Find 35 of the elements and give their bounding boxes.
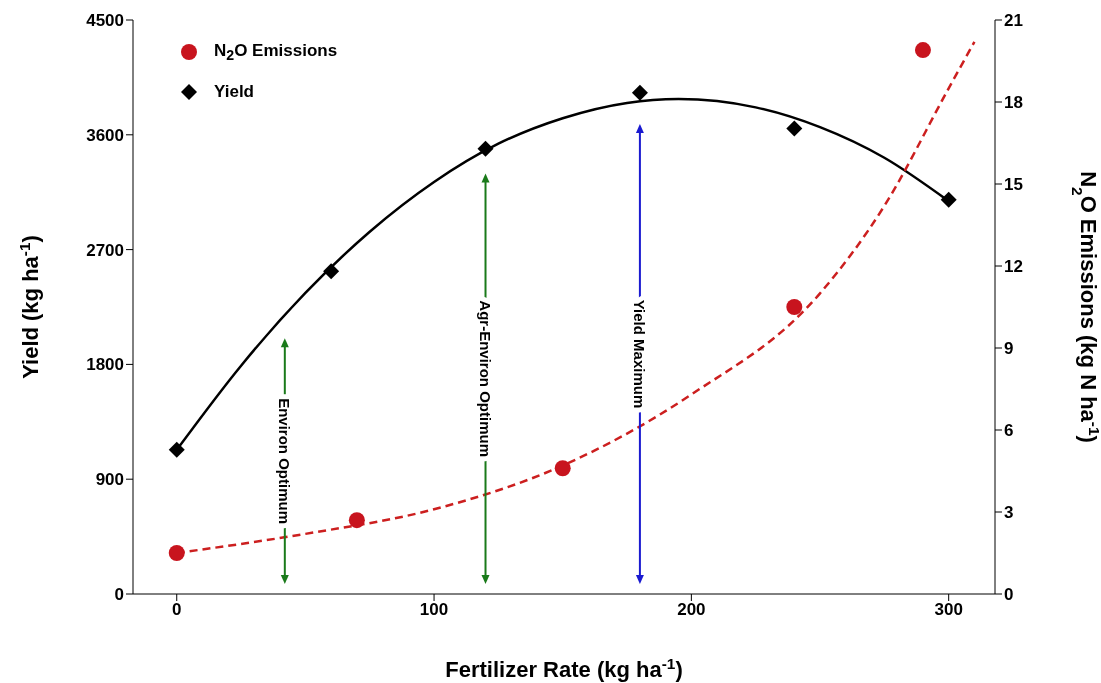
y2-tick-label: 3: [1004, 503, 1014, 523]
y-tick-label: 900: [95, 470, 124, 490]
y2-tick-label: 12: [1004, 257, 1023, 277]
point: [554, 460, 571, 477]
point: [786, 120, 803, 137]
y2-tick-label: 6: [1004, 421, 1014, 441]
point: [477, 140, 494, 157]
ref-line-label: Agr-Environ Optimum: [477, 300, 495, 458]
point: [940, 191, 957, 208]
x-tick-label: 200: [677, 600, 706, 620]
y-tick-label: 3600: [86, 125, 124, 145]
point: [348, 512, 365, 529]
y-tick-label: 0: [114, 585, 124, 605]
y2-tick-label: 21: [1004, 11, 1023, 31]
point: [168, 441, 185, 458]
y2-tick-label: 15: [1004, 175, 1023, 195]
x-tick-label: 300: [934, 600, 963, 620]
legend-label: N$_{2}$O Emissions: [214, 40, 338, 64]
x-tick-label: 0: [172, 600, 182, 620]
point: [786, 299, 803, 315]
x-tick-label: 100: [419, 600, 449, 620]
point: [323, 263, 340, 280]
y2-tick-label: 9: [1004, 339, 1014, 359]
point: [631, 84, 648, 101]
legend-label: Yield: [214, 82, 254, 102]
y-tick-label: 2700: [86, 240, 124, 260]
y-tick-label: 1800: [86, 355, 124, 375]
point: [168, 545, 185, 561]
y-tick-label: 4500: [86, 11, 124, 31]
ref-line-label: Yield Maximum: [631, 299, 649, 409]
ref-line-label: Environ Optimum: [276, 398, 294, 525]
y2-tick-label: 0: [1004, 585, 1014, 605]
y2-tick-label: 18: [1004, 93, 1023, 113]
point: [914, 42, 931, 59]
x-axis-title: Fertilizer Rate (kg ha$^{-1}$): [445, 654, 683, 682]
